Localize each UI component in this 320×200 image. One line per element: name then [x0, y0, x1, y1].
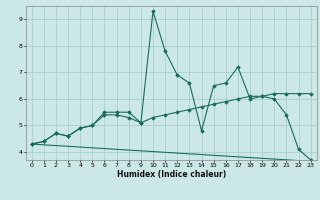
X-axis label: Humidex (Indice chaleur): Humidex (Indice chaleur) [116, 170, 226, 179]
